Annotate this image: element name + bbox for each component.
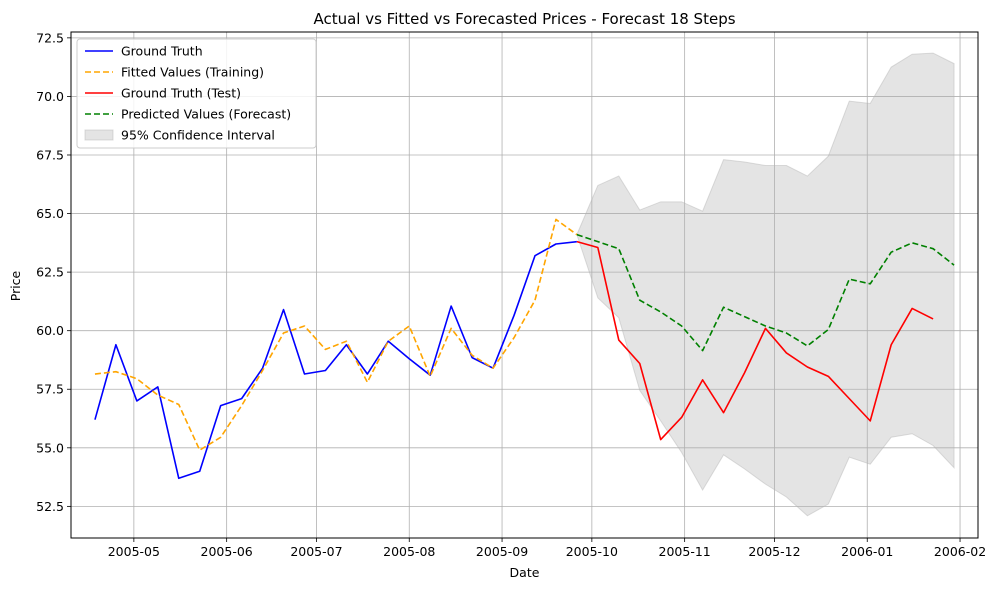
x-axis-ticks: 2005-05 2005-06 2005-07 2005-08 2005-09 2005-…: [108, 538, 986, 559]
series-line-1: [94, 240, 577, 480]
confidence-interval-band: [576, 52, 955, 517]
x-tick-label: 2005-09: [476, 544, 528, 559]
legend-label-3: Ground Truth (Test): [121, 86, 241, 101]
series-lines-layer: [94, 218, 955, 480]
legend-label-5: 95% Confidence Interval: [121, 128, 275, 143]
series-line-4: [576, 233, 955, 352]
y-tick-label: 72.5: [36, 30, 64, 45]
x-tick-label: 2005-07: [290, 544, 342, 559]
y-tick-label: 65.0: [36, 206, 64, 221]
y-axis-label: Price: [8, 270, 23, 301]
plot-frame: [70, 31, 979, 539]
y-tick-label: 67.5: [36, 147, 64, 162]
legend-box: [76, 38, 317, 149]
y-tick-label: 70.0: [36, 89, 64, 104]
y-tick-label: 60.0: [36, 323, 64, 338]
axes-frame: [70, 31, 979, 539]
grid-lines: [71, 32, 978, 538]
series-line-2: [94, 218, 578, 451]
legend-label-1: Ground Truth: [121, 44, 203, 59]
legend: Ground Truth Fitted Values (Training) Grou…: [76, 38, 317, 149]
y-tick-label: 57.5: [36, 382, 64, 397]
x-tick-label: 2005-10: [566, 544, 618, 559]
x-tick-label: 2005-12: [748, 544, 800, 559]
confidence-band-layer: [576, 52, 955, 517]
x-tick-label: 2005-05: [108, 544, 160, 559]
series-line-3: [576, 240, 934, 441]
x-tick-label: 2005-08: [383, 544, 435, 559]
x-axis-label: Date: [510, 565, 540, 580]
y-axis-ticks: 52.5 55.0 57.5 60.0 62.5 65.0 67.5 70.0 72.5: [36, 30, 71, 514]
x-tick-label: 2006-02: [934, 544, 986, 559]
chart-title: Actual vs Fitted vs Forecasted Prices - …: [313, 10, 735, 28]
y-tick-label: 62.5: [36, 265, 64, 280]
legend-label-2: Fitted Values (Training): [121, 65, 264, 80]
legend-label-4: Predicted Values (Forecast): [121, 107, 291, 122]
x-tick-label: 2005-06: [201, 544, 253, 559]
x-tick-label: 2005-11: [659, 544, 711, 559]
y-tick-label: 52.5: [36, 499, 64, 514]
x-tick-label: 2006-01: [841, 544, 893, 559]
legend-swatch-5: [84, 129, 114, 141]
y-tick-label: 55.0: [36, 440, 64, 455]
